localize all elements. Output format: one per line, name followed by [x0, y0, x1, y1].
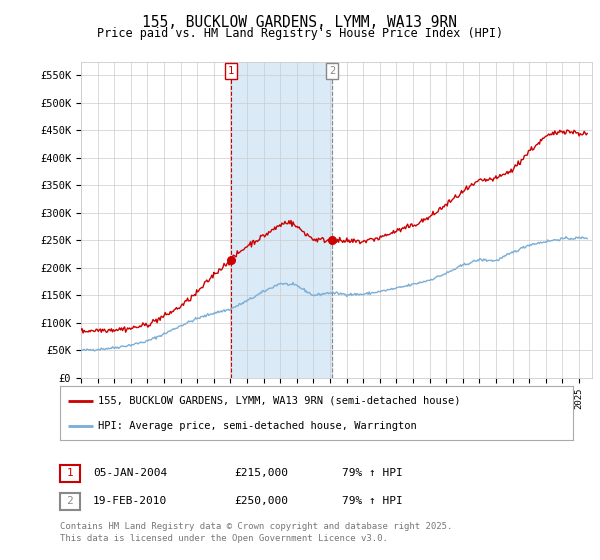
Text: HPI: Average price, semi-detached house, Warrington: HPI: Average price, semi-detached house,… — [98, 421, 417, 431]
Text: 1: 1 — [228, 66, 234, 76]
Text: 155, BUCKLOW GARDENS, LYMM, WA13 9RN (semi-detached house): 155, BUCKLOW GARDENS, LYMM, WA13 9RN (se… — [98, 396, 461, 406]
Bar — [231, 62, 332, 378]
Text: Price paid vs. HM Land Registry's House Price Index (HPI): Price paid vs. HM Land Registry's House … — [97, 27, 503, 40]
Text: 155, BUCKLOW GARDENS, LYMM, WA13 9RN: 155, BUCKLOW GARDENS, LYMM, WA13 9RN — [143, 15, 458, 30]
Text: 2: 2 — [329, 66, 335, 76]
Text: 79% ↑ HPI: 79% ↑ HPI — [342, 496, 403, 506]
Text: £215,000: £215,000 — [234, 468, 288, 478]
Text: 1: 1 — [67, 468, 73, 478]
Text: £250,000: £250,000 — [234, 496, 288, 506]
Text: 79% ↑ HPI: 79% ↑ HPI — [342, 468, 403, 478]
Text: Contains HM Land Registry data © Crown copyright and database right 2025.: Contains HM Land Registry data © Crown c… — [60, 522, 452, 531]
Text: 19-FEB-2010: 19-FEB-2010 — [93, 496, 167, 506]
Text: 05-JAN-2004: 05-JAN-2004 — [93, 468, 167, 478]
Text: This data is licensed under the Open Government Licence v3.0.: This data is licensed under the Open Gov… — [60, 534, 388, 543]
Text: 2: 2 — [67, 496, 73, 506]
